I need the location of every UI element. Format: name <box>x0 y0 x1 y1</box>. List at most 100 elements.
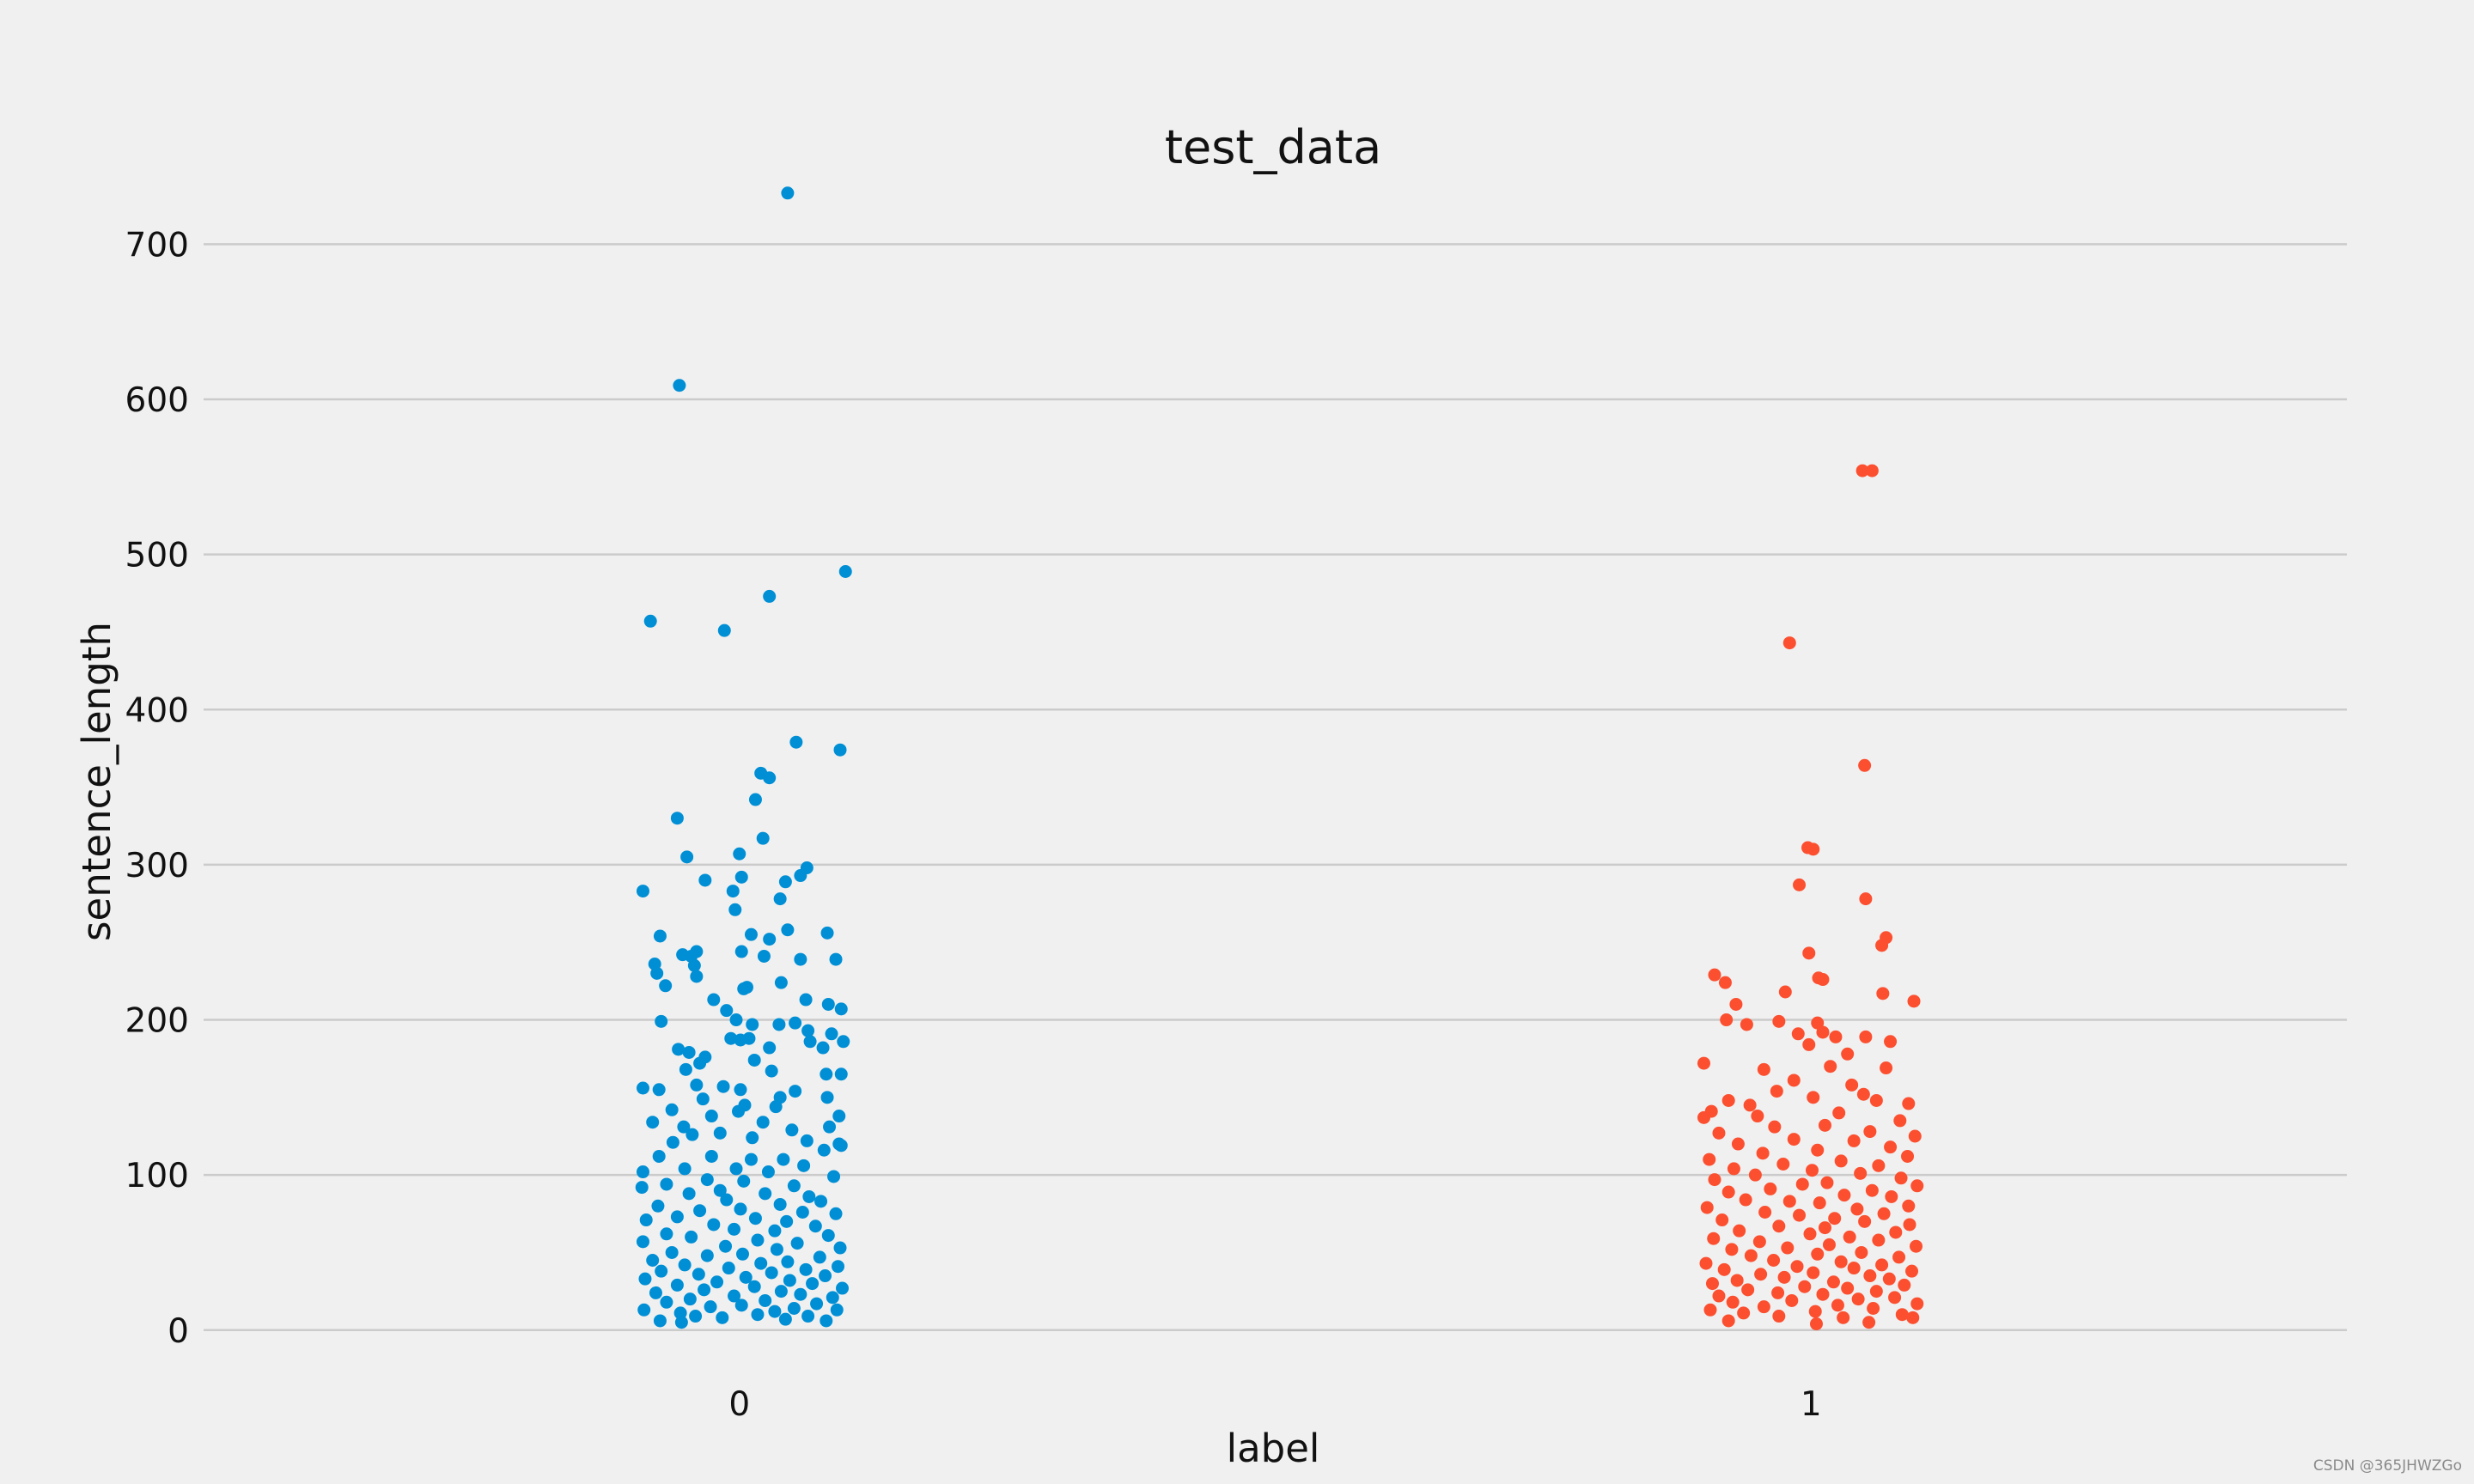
data-point <box>773 1197 787 1211</box>
data-point <box>680 850 694 864</box>
data-point <box>1837 1311 1850 1324</box>
data-point <box>763 771 777 785</box>
data-point <box>1772 1219 1786 1233</box>
data-point <box>1712 1126 1726 1140</box>
data-point <box>729 1013 743 1027</box>
data-point <box>830 1303 844 1317</box>
data-point <box>1708 968 1721 982</box>
data-point <box>666 1135 679 1149</box>
data-point <box>772 1018 786 1031</box>
data-point <box>637 1303 651 1317</box>
data-points <box>635 186 1924 1331</box>
data-point <box>785 1123 799 1137</box>
data-point <box>1733 1224 1746 1238</box>
data-point <box>1867 1301 1880 1315</box>
data-point <box>652 1083 666 1097</box>
data-point <box>1811 1247 1825 1261</box>
data-point <box>781 923 795 937</box>
data-point <box>1862 1316 1876 1329</box>
data-point <box>817 1143 831 1157</box>
data-point <box>1820 1176 1834 1189</box>
data-point <box>716 1311 729 1324</box>
data-point <box>1757 1300 1770 1314</box>
data-point <box>678 1162 692 1176</box>
data-point <box>1754 1268 1768 1281</box>
data-point <box>734 1202 747 1216</box>
y-tick-label: 0 <box>168 1312 189 1351</box>
data-point <box>1877 1207 1891 1220</box>
data-point <box>1910 1179 1924 1193</box>
data-point <box>1697 1056 1710 1070</box>
data-point <box>1884 1035 1898 1049</box>
data-point <box>734 945 748 958</box>
data-point <box>746 1018 759 1031</box>
series-label-0 <box>635 186 852 1329</box>
data-point <box>1894 1171 1908 1185</box>
data-point <box>816 1041 830 1055</box>
data-point <box>827 1170 841 1183</box>
data-point <box>1764 1182 1777 1195</box>
data-point <box>774 976 788 989</box>
data-point <box>1880 1061 1893 1075</box>
data-point <box>1889 1226 1903 1239</box>
data-point <box>744 928 758 941</box>
data-point <box>670 1210 684 1224</box>
data-point <box>1793 1208 1807 1222</box>
data-point <box>1748 1168 1762 1182</box>
data-point <box>1905 1264 1919 1278</box>
data-point <box>1875 939 1889 952</box>
data-point <box>690 970 704 983</box>
data-point <box>635 1181 649 1195</box>
data-point <box>1816 973 1830 987</box>
data-point <box>1882 1272 1896 1286</box>
data-point <box>756 831 770 845</box>
y-gridlines <box>204 243 2347 1332</box>
data-point <box>660 1177 673 1191</box>
data-point <box>778 875 792 889</box>
data-point <box>733 847 746 861</box>
data-point <box>1715 1213 1729 1227</box>
data-point <box>1790 1260 1804 1274</box>
data-point <box>1834 1255 1848 1268</box>
data-point <box>1865 464 1879 477</box>
data-point <box>693 1204 707 1218</box>
data-point <box>829 1207 843 1220</box>
data-point <box>1727 1162 1740 1176</box>
data-point <box>768 1305 782 1318</box>
data-point <box>1863 1125 1877 1139</box>
data-point <box>713 1126 727 1140</box>
data-point <box>1807 842 1820 856</box>
data-point <box>832 1110 846 1123</box>
data-point <box>819 1269 832 1283</box>
data-point <box>1802 946 1816 960</box>
data-point <box>1802 1037 1816 1051</box>
data-point <box>834 1067 848 1081</box>
data-point <box>692 1268 705 1281</box>
data-point <box>1855 464 1869 477</box>
data-point <box>1703 1153 1716 1166</box>
data-point <box>1895 1308 1909 1322</box>
data-point <box>1699 1256 1713 1270</box>
data-point <box>1826 1275 1840 1289</box>
data-point <box>726 885 740 898</box>
data-point <box>1910 1239 1923 1253</box>
data-point <box>687 958 701 972</box>
data-point <box>737 982 751 995</box>
data-point <box>783 1274 796 1287</box>
data-point <box>1863 1269 1877 1283</box>
data-point <box>1705 1277 1719 1291</box>
data-point <box>1777 1270 1791 1284</box>
data-point <box>1828 1212 1842 1226</box>
data-point <box>794 869 807 883</box>
data-point <box>1901 1149 1915 1163</box>
data-point <box>1855 1245 1868 1259</box>
data-point <box>710 1275 724 1289</box>
data-point <box>1741 1283 1755 1297</box>
data-point <box>821 1229 835 1243</box>
data-point <box>704 1149 718 1163</box>
data-point <box>1910 1297 1924 1311</box>
chart-title: test_data <box>1165 120 1381 174</box>
data-point <box>734 1298 748 1312</box>
data-point <box>794 952 807 966</box>
data-point <box>673 1306 687 1320</box>
